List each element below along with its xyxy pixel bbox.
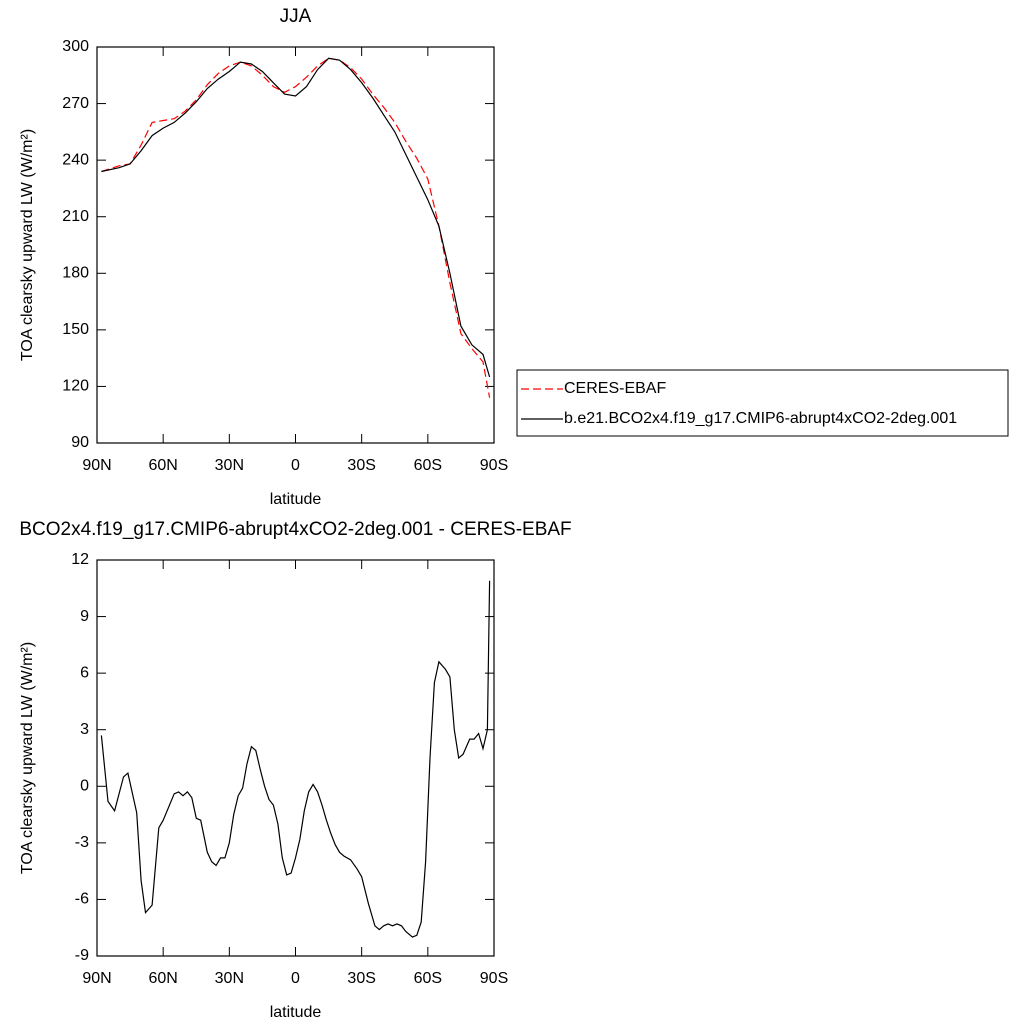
y-tick-label: 180 xyxy=(62,265,89,282)
x-tick-label: 30S xyxy=(347,457,375,474)
y-tick-label: -6 xyxy=(75,891,89,908)
x-tick-label: 90N xyxy=(82,970,111,987)
x-tick-label: 60S xyxy=(414,970,442,987)
x-tick-label: 0 xyxy=(291,970,300,987)
y-tick-label: 150 xyxy=(62,321,89,338)
x-axis-label: latitude xyxy=(270,1004,322,1021)
data-line xyxy=(101,57,491,398)
y-tick-label: 6 xyxy=(80,664,89,681)
x-tick-label: 30N xyxy=(215,457,244,474)
x-tick-label: 30N xyxy=(215,970,244,987)
x-tick-label: 90S xyxy=(480,970,508,987)
plot-frame xyxy=(96,46,495,444)
chart-title: JJA xyxy=(280,6,312,27)
x-tick-label: 60N xyxy=(148,970,177,987)
y-tick-label: 12 xyxy=(71,551,89,568)
y-tick-label: -9 xyxy=(75,947,89,964)
x-tick-label: 60N xyxy=(148,457,177,474)
legend-label: CERES-EBAF xyxy=(564,380,666,397)
y-tick-label: 0 xyxy=(80,778,89,795)
y-tick-label: 3 xyxy=(80,721,89,738)
x-axis-label: latitude xyxy=(270,491,322,508)
data-line xyxy=(100,580,491,938)
plot-frame xyxy=(96,559,495,957)
y-tick-label: 240 xyxy=(62,151,89,168)
legend-label: b.e21.BCO2x4.f19_g17.CMIP6-abrupt4xCO2-2… xyxy=(564,410,957,427)
y-tick-label: -3 xyxy=(75,834,89,851)
y-tick-label: 120 xyxy=(62,378,89,395)
y-tick-label: 9 xyxy=(80,608,89,625)
y-axis-label: TOA clearsky upward LW (W/m²) xyxy=(19,129,36,361)
x-tick-label: 30S xyxy=(347,970,375,987)
y-tick-label: 90 xyxy=(71,434,89,451)
y-tick-label: 300 xyxy=(62,38,89,55)
x-tick-label: 0 xyxy=(291,457,300,474)
legend-box xyxy=(516,369,1009,437)
x-tick-label: 90N xyxy=(82,457,111,474)
y-tick-label: 210 xyxy=(62,208,89,225)
y-tick-label: 270 xyxy=(62,95,89,112)
x-tick-label: 60S xyxy=(414,457,442,474)
y-axis-label: TOA clearsky upward LW (W/m²) xyxy=(19,642,36,874)
chart-title: BCO2x4.f19_g17.CMIP6-abrupt4xCO2-2deg.00… xyxy=(19,519,571,540)
x-tick-label: 90S xyxy=(480,457,508,474)
data-line xyxy=(101,57,491,378)
